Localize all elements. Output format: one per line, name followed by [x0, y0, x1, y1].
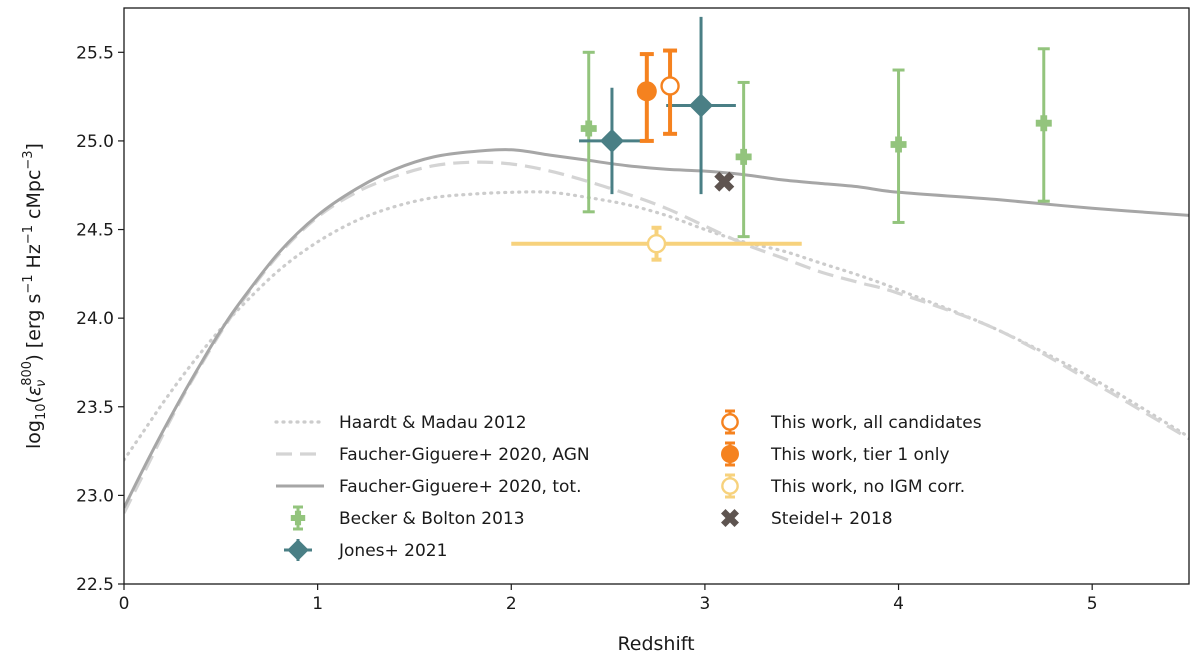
legend-marker-open-circle	[721, 413, 739, 431]
legend-label: Haardt & Madau 2012	[339, 413, 527, 433]
marker-x	[714, 171, 735, 192]
legend-entry-this-work-all-candidates: This work, all candidates	[721, 409, 982, 435]
legend-marker-x	[721, 509, 739, 527]
y-label-nu: ν	[34, 380, 49, 387]
legend-entry-becker-bolton-2013: Becker & Bolton 2013	[290, 505, 525, 531]
legend-label: This work, all candidates	[770, 413, 982, 433]
legend-label: This work, no IGM corr.	[770, 477, 965, 497]
legend-marker-open-circle-light	[721, 477, 739, 495]
point-jones-2021-5	[666, 16, 736, 195]
legend-label: Faucher-Giguere+ 2020, tot.	[339, 477, 582, 497]
marker-open-circle-light	[646, 234, 667, 254]
plot-area	[124, 16, 1189, 514]
plot-frame	[123, 7, 1190, 585]
legend-label: This work, tier 1 only	[770, 445, 950, 465]
x-tick-label: 5	[1087, 594, 1098, 614]
y-label-close: ]	[23, 143, 45, 150]
y-label-sub10: 10	[34, 403, 49, 420]
y-tick-label: 25.5	[76, 43, 114, 63]
marker-diamond	[689, 93, 714, 118]
marker-diamond	[599, 128, 624, 153]
legend-entry-jones-2021: Jones+ 2021	[284, 539, 447, 561]
y-label-epsilon: ε	[23, 386, 45, 396]
y-label-hz: Hz	[23, 244, 45, 274]
point-becker-bolton-2013-0	[580, 50, 597, 214]
x-tick-label: 2	[506, 594, 517, 614]
data-points	[511, 16, 1052, 262]
legend-entry-haardt-madau-2012: Haardt & Madau 2012	[274, 413, 527, 433]
x-tick-label: 0	[119, 594, 130, 614]
point-becker-bolton-2013-3	[1035, 47, 1052, 203]
y-tick-label: 25.0	[76, 132, 114, 152]
marker-filled-circle	[636, 81, 657, 102]
y-label-log: log	[23, 420, 45, 449]
y-tick-label: 23.5	[76, 398, 114, 418]
marker-plus	[580, 120, 597, 137]
curve-faucher-giguere-2020-agn	[124, 160, 1189, 514]
legend: Haardt & Madau 2012 Faucher-Giguere+ 2020…	[274, 409, 982, 561]
point-becker-bolton-2013-2	[890, 68, 907, 224]
y-label-paren: (	[23, 396, 45, 403]
point-this-work-all-candidates-6	[660, 48, 680, 136]
y-label-unit: ) [erg s	[23, 294, 45, 362]
legend-label: Becker & Bolton 2013	[339, 509, 525, 529]
legend-entry-steidel-2018: Steidel+ 2018	[721, 509, 893, 529]
point-this-work-tier-1-only-7	[636, 52, 657, 143]
legend-entry-this-work-tier-1-only: This work, tier 1 only	[721, 441, 950, 467]
marker-plus	[890, 136, 907, 153]
y-axis-label: log10(ε800ν) [erg s−1 Hz−1 cMpc−3]	[20, 143, 49, 449]
x-tick-label: 3	[699, 594, 710, 614]
curve-haardt-madau-2012	[124, 190, 1189, 462]
y-label-cmpc: cMpc	[23, 170, 45, 225]
point-becker-bolton-2013-1	[735, 80, 752, 239]
point-jones-2021-4	[579, 87, 645, 195]
y-label-minus1-b: −1	[21, 225, 36, 244]
legend-marker-plus	[290, 510, 306, 526]
marker-open-circle	[660, 76, 680, 96]
legend-label: Faucher-Giguere+ 2020, AGN	[339, 445, 590, 465]
y-tick-label: 24.5	[76, 221, 114, 241]
axes: 0 1 2 3 4 5 22.5 23.0 23.5 24.0 24.5 25.0 25.5	[76, 43, 1097, 614]
legend-marker-diamond	[287, 539, 309, 561]
legend-entry-this-work-no-igm-corr: This work, no IGM corr.	[721, 473, 965, 499]
point-steidel-2018-9	[714, 171, 735, 192]
x-tick-label: 4	[893, 594, 904, 614]
marker-plus	[735, 148, 752, 165]
y-tick-label: 24.0	[76, 309, 114, 329]
legend-label: Steidel+ 2018	[771, 509, 893, 529]
x-axis-label: Redshift	[617, 633, 694, 655]
point-this-work-no-igm-corr-8	[511, 225, 802, 262]
model-curves	[124, 148, 1189, 514]
y-tick-label: 22.5	[76, 575, 114, 595]
legend-entry-faucher-giguere-2020-agn: Faucher-Giguere+ 2020, AGN	[276, 445, 590, 465]
x-tick-label: 1	[312, 594, 323, 614]
y-label-sup800: 800	[20, 361, 35, 386]
legend-marker-filled-circle	[721, 445, 739, 463]
legend-entry-faucher-giguere-2020-tot: Faucher-Giguere+ 2020, tot.	[276, 477, 582, 497]
y-label-minus3: −3	[21, 150, 36, 169]
curve-faucher-giguere-2020-tot	[124, 148, 1189, 509]
y-tick-label: 23.0	[76, 486, 114, 506]
marker-plus	[1035, 115, 1052, 132]
y-label-minus1-a: −1	[21, 274, 36, 293]
legend-label: Jones+ 2021	[338, 541, 447, 561]
